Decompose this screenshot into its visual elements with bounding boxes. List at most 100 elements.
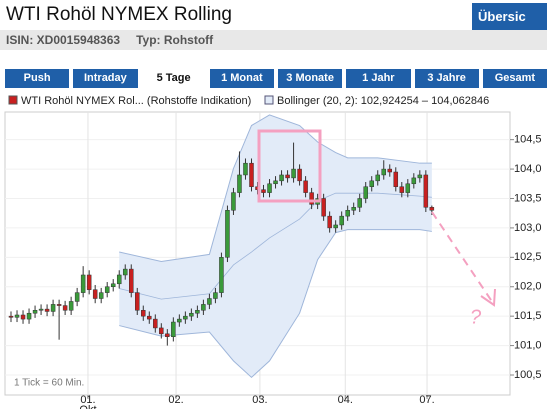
candle-body — [345, 210, 350, 217]
candle-body — [405, 183, 411, 193]
candle-body — [273, 180, 278, 185]
candle-body — [98, 292, 104, 299]
candle-body — [327, 215, 332, 229]
tab[interactable]: 1 Jahr — [346, 69, 411, 88]
candle-body — [26, 312, 32, 320]
candle-body — [225, 210, 230, 258]
candle-body — [237, 174, 242, 193]
candle-body — [297, 168, 302, 182]
tab[interactable]: 5 Tage — [141, 69, 206, 88]
x-tick-label: 07. — [419, 394, 434, 406]
candle-body — [159, 327, 164, 335]
candle-body — [195, 310, 200, 314]
annotation: ? — [470, 306, 482, 328]
bollinger-middle — [119, 192, 432, 300]
candle-body — [213, 292, 218, 299]
candle-body — [243, 162, 248, 176]
candle-body — [50, 304, 56, 312]
type: Typ: Rohstoff — [136, 33, 214, 47]
candle-body — [38, 308, 44, 311]
candle-body — [267, 183, 272, 193]
x-month-label: Okt — [79, 404, 96, 409]
candle-body — [177, 318, 182, 323]
y-tick-label: 104,0 — [514, 163, 542, 175]
candle-body — [129, 268, 134, 293]
candle-body — [116, 274, 122, 285]
legend-label: WTI Rohöl NYMEX Rol... (Rohstoffe Indika… — [21, 95, 251, 107]
y-tick-label: 102,0 — [514, 281, 542, 293]
candle-body — [423, 174, 429, 208]
candle-body — [291, 168, 296, 179]
x-tick-label: 04. — [338, 394, 353, 406]
y-tick-label: 100,5 — [514, 369, 542, 381]
candle-body — [135, 292, 140, 311]
candle-body — [333, 224, 338, 229]
plot-frame — [4, 111, 511, 396]
candle-body — [110, 283, 116, 287]
candle-body — [171, 321, 176, 338]
candle-body — [104, 286, 110, 293]
candle-body — [309, 192, 314, 205]
candle-body — [20, 314, 26, 320]
y-tick-label: 101,0 — [514, 339, 542, 351]
candle-body — [68, 301, 74, 311]
candle-body — [153, 318, 158, 329]
candle-body — [399, 186, 405, 193]
candle-body — [387, 168, 393, 173]
candle-body — [56, 304, 62, 306]
candle-body — [207, 298, 212, 305]
candle-body — [219, 257, 224, 293]
x-tick-label: 01. — [80, 394, 95, 406]
candle-body — [417, 174, 423, 179]
tab[interactable]: Intraday — [73, 69, 138, 88]
candle-body — [279, 174, 284, 182]
candle-body — [44, 308, 50, 312]
page-title: WTI Rohöl NYMEX Rolling — [6, 4, 232, 25]
tab[interactable]: 3 Jahre — [414, 69, 479, 88]
candle-body — [183, 315, 188, 320]
tab[interactable]: 1 Monat — [209, 69, 274, 88]
y-tick-label: 104,5 — [514, 134, 542, 146]
candle-body — [249, 162, 254, 187]
candle-body — [351, 207, 356, 211]
legend-swatch — [264, 95, 274, 105]
candle-body — [86, 274, 92, 290]
x-tick-label: 02. — [168, 394, 183, 406]
info-bar: ISIN: XD0015948363 Typ: Rohstoff — [0, 30, 547, 50]
isin: ISIN: XD0015948363 — [6, 33, 121, 47]
tab[interactable]: 3 Monate — [278, 69, 343, 88]
tab[interactable]: Push — [5, 69, 70, 88]
candle-body — [393, 171, 399, 187]
candle-body — [375, 174, 380, 182]
candle-body — [429, 207, 435, 211]
candle-body — [339, 215, 344, 226]
candle-body — [74, 292, 80, 302]
y-tick-label: 102,5 — [514, 251, 542, 263]
overview-button[interactable]: Übersic — [472, 3, 547, 30]
candle-body — [32, 310, 38, 314]
legend-label: Bollinger (20, 2): 102,924254 – 104,0628… — [277, 95, 489, 107]
tabs: Push Intraday 5 Tage 1 Monat 3 Monate 1 Jahr 3… — [5, 69, 547, 88]
tab[interactable]: Gesamt — [482, 69, 547, 88]
candle-body — [8, 315, 14, 318]
candle-body — [303, 180, 308, 193]
candle-body — [285, 174, 290, 179]
candle-body — [381, 168, 386, 176]
candle-body — [80, 274, 86, 293]
y-tick-label: 103,5 — [514, 192, 542, 204]
candle-body — [261, 189, 266, 193]
arrow-head — [480, 288, 496, 307]
candle-body — [165, 333, 170, 338]
candle-body — [14, 314, 20, 318]
candle-body — [147, 315, 152, 320]
bollinger-band — [119, 114, 432, 378]
candle-body — [62, 305, 68, 311]
y-tick-label: 101,5 — [514, 310, 542, 322]
candle-body — [363, 186, 368, 199]
legend-swatch — [8, 95, 18, 105]
bollinger-lower — [119, 229, 432, 379]
x-tick-label: 03. — [252, 394, 267, 406]
candle-body — [141, 310, 146, 317]
arrow — [431, 211, 494, 304]
